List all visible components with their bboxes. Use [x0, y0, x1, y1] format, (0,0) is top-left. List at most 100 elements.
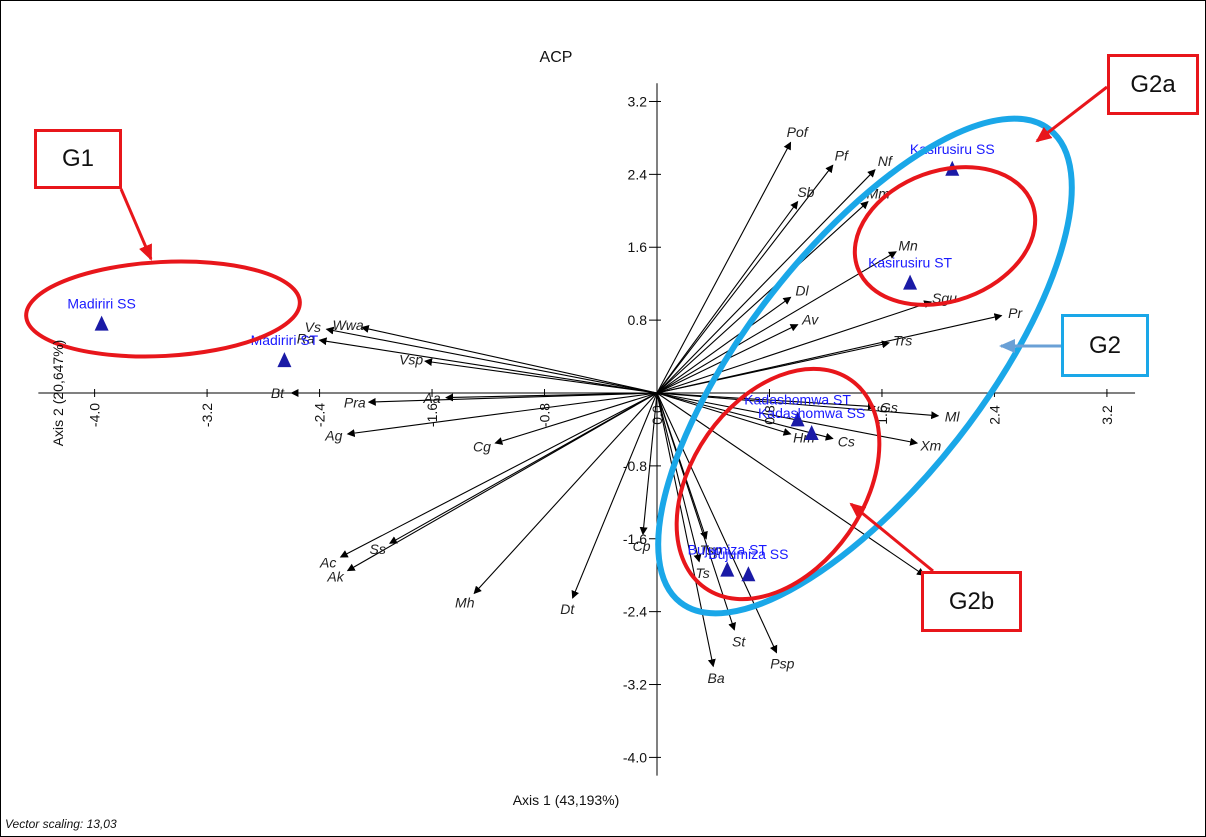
vector-label: Ak	[326, 569, 344, 585]
vector-arrow	[656, 141, 792, 394]
group-g2a-ellipse	[852, 165, 1038, 307]
vector-label: Dl	[795, 282, 809, 298]
y-tick-label: 2.4	[628, 166, 648, 182]
vector-label: Cp	[633, 538, 651, 554]
vector-label: Av	[801, 311, 819, 327]
vector-arrow	[656, 392, 876, 411]
site-marker	[804, 424, 819, 440]
vector-label: Sb	[797, 184, 814, 200]
vector-arrow	[656, 392, 778, 654]
vector-arrow	[656, 300, 933, 394]
g2b-pointer-arrow	[849, 502, 934, 573]
vector-label: Dt	[560, 601, 575, 617]
vector-label: Mh	[455, 594, 475, 610]
vector-arrow	[473, 392, 658, 595]
vector-arrow	[656, 296, 792, 394]
vector-label: Ac	[319, 555, 336, 571]
vector-arrow	[494, 392, 658, 445]
site-label: Bujumiza ST	[688, 542, 768, 558]
vector-label: Xm	[919, 437, 941, 453]
vector-label: Bt	[271, 385, 285, 401]
site-marker	[720, 561, 735, 577]
y-tick-label: 0.8	[628, 312, 648, 328]
site-marker	[277, 352, 292, 368]
y-tick-label: -2.4	[623, 604, 647, 620]
site-label: Bujumiza SS	[708, 546, 788, 562]
x-tick-label: -3.2	[199, 403, 215, 427]
vector-arrow	[656, 340, 890, 394]
x-tick-label: -2.4	[312, 403, 328, 427]
site-marker	[790, 411, 805, 427]
vector-label: Trs	[893, 332, 912, 348]
vector-label: Nf	[878, 153, 894, 169]
x-tick-label: 3.2	[1099, 405, 1115, 425]
x-tick-label: -4.0	[87, 403, 103, 427]
vector-arrow	[656, 392, 834, 441]
vector-arrow	[571, 392, 658, 599]
vector-arrow	[656, 392, 736, 631]
group-g2b-ellipse	[674, 366, 882, 602]
site-label: Madiriri ST	[251, 332, 319, 348]
vector-label: Pf	[835, 148, 850, 164]
vector-arrow	[424, 358, 658, 394]
x-tick-label: 2.4	[986, 405, 1002, 425]
site-label: Kadashomwa ST	[744, 391, 851, 407]
vector-arrow	[388, 392, 658, 544]
vector-label: Tsp	[700, 542, 722, 558]
vector-scaling-note: Vector scaling: 13,03	[5, 817, 117, 831]
vector-label: Ba	[707, 670, 724, 686]
vector-label: Psp	[770, 656, 794, 672]
x-axis-label: Axis 1 (43,193%)	[513, 792, 620, 808]
vector-arrow	[656, 392, 716, 668]
vector-label: St	[732, 633, 746, 649]
vector-label: Ts	[695, 565, 709, 581]
vector-arrow	[656, 164, 834, 394]
vector-label: Mn	[898, 238, 918, 254]
vector-label: Pr	[1008, 305, 1023, 321]
group-g1-ellipse	[24, 259, 302, 359]
vector-arrow	[360, 325, 658, 394]
vector-label: Pof	[787, 124, 810, 140]
vector-label: Cs	[838, 434, 855, 450]
y-tick-label: -3.2	[623, 677, 647, 693]
vector-arrow	[325, 326, 658, 394]
g1-pointer-arrow	[119, 188, 153, 261]
vector-label: Ag	[324, 428, 342, 444]
vector-label: Ml	[945, 409, 961, 425]
vector-label: Cg	[473, 439, 491, 455]
site-marker	[94, 315, 109, 331]
vector-arrow	[339, 392, 658, 558]
group-g2-ellipse	[655, 115, 1075, 617]
vector-label: Vsp	[399, 351, 423, 367]
y-tick-label: 1.6	[628, 239, 648, 255]
g2a-pointer-arrow	[1035, 85, 1108, 143]
vector-arrow	[656, 169, 876, 394]
vector-arrow	[656, 251, 897, 394]
x-tick-label: -0.8	[537, 403, 553, 427]
vector-label: Pra	[344, 394, 366, 410]
site-label: Kasirusiru ST	[868, 255, 952, 271]
vector-label: Aa	[423, 390, 441, 406]
callout-g2a: G2a	[1107, 54, 1199, 115]
vector-arrow	[656, 201, 869, 394]
callout-g2b: G2b	[921, 571, 1022, 632]
vector-arrow	[318, 337, 658, 394]
site-label: Madiriri SS	[67, 296, 135, 312]
vector-arrow	[367, 392, 658, 406]
y-axis-label: Axis 2 (20,647%)	[50, 340, 66, 447]
y-tick-label: 3.2	[628, 93, 648, 109]
site-label: Kadashomwa SS	[758, 405, 865, 421]
callout-g2: G2	[1061, 314, 1149, 377]
vector-label: Vs	[305, 319, 321, 335]
vector-arrow	[346, 392, 658, 438]
vector-arrow	[656, 392, 702, 563]
vector-label: Wwa	[333, 317, 364, 333]
callout-g1: G1	[34, 129, 122, 189]
x-tick-label: -1.6	[424, 403, 440, 427]
vector-arrow	[656, 200, 799, 394]
vector-arrow	[656, 392, 925, 576]
site-marker	[903, 274, 918, 290]
site-marker	[741, 566, 756, 582]
